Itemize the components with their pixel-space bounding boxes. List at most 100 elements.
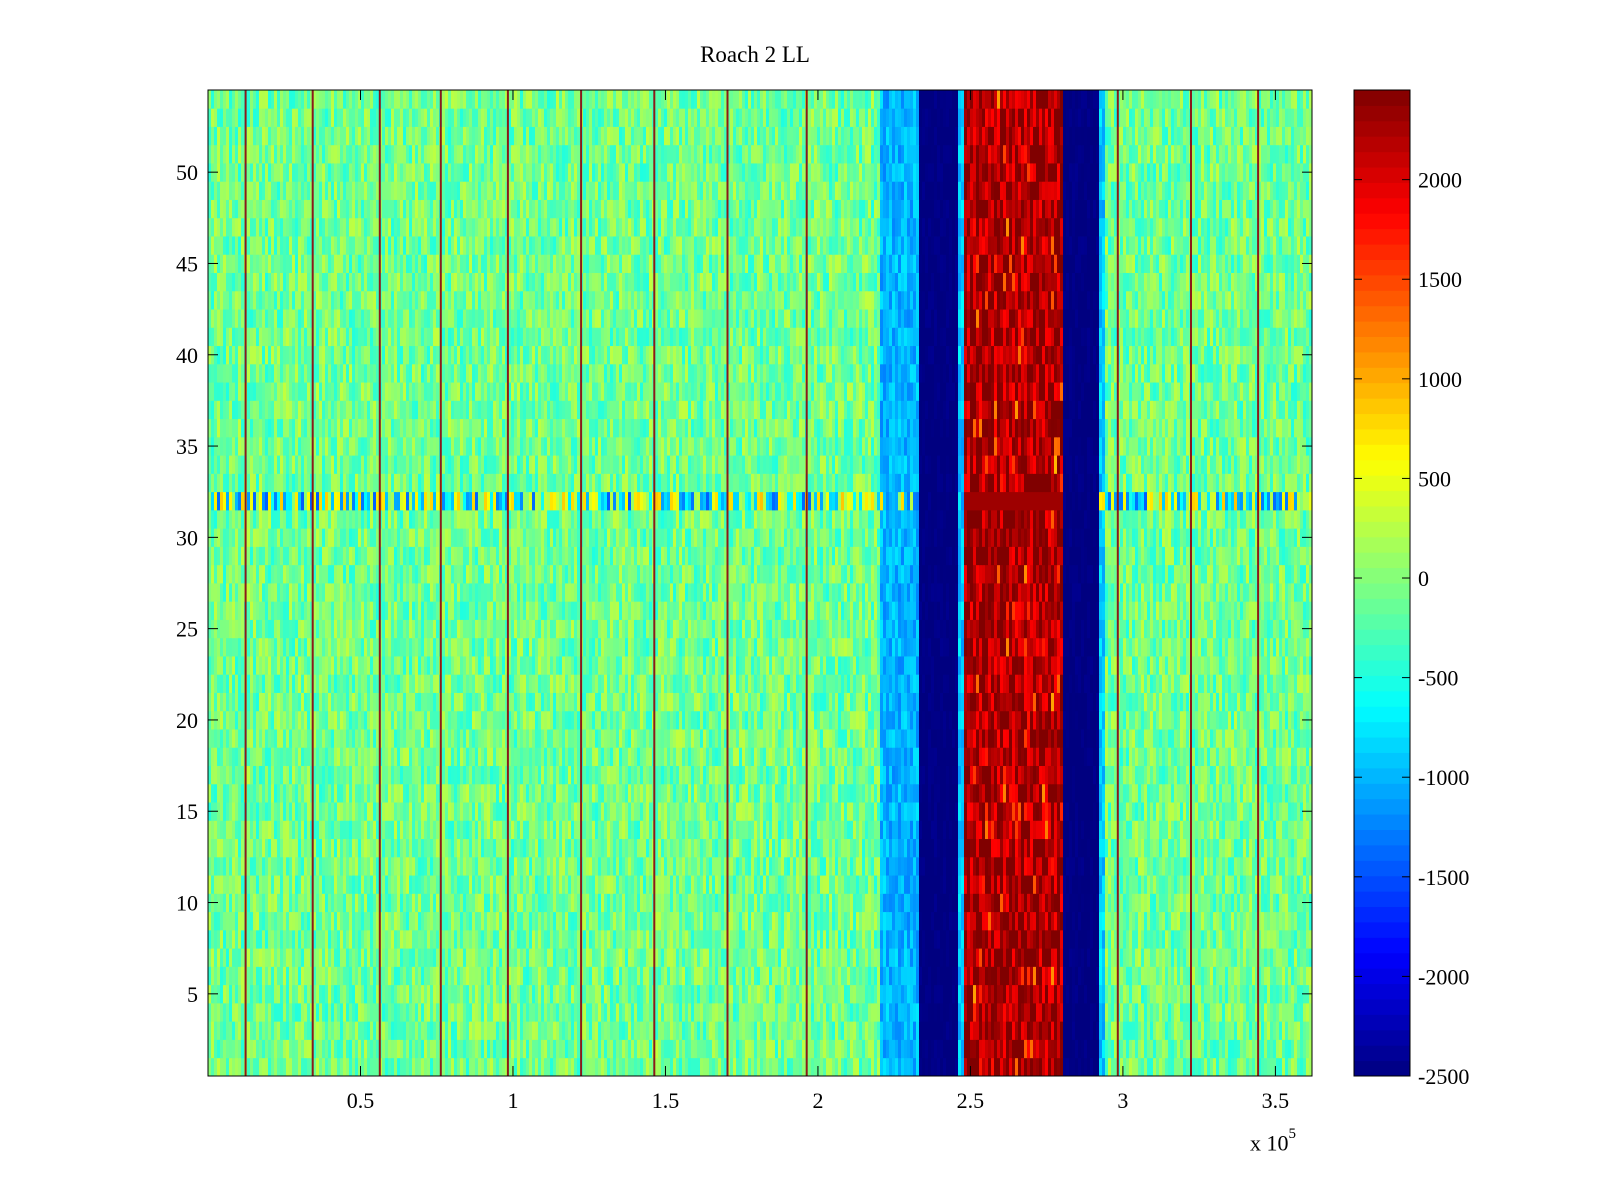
heatmap-cell [1186,930,1189,949]
heatmap-cell [331,1003,334,1022]
heatmap-cell [649,875,652,894]
heatmap-cell [442,820,445,839]
heatmap-cell [595,912,598,931]
heatmap-cell [970,839,973,858]
heatmap-cell [1270,857,1273,876]
heatmap-cell [865,985,868,1004]
heatmap-cell [988,1021,991,1040]
heatmap-cell [790,875,793,894]
heatmap-cell [1132,912,1135,931]
heatmap-cell [571,1058,574,1077]
heatmap-cell [679,1058,682,1077]
heatmap-cell [400,820,403,839]
heatmap-cell [1147,912,1150,931]
heatmap-cell [1243,966,1246,985]
heatmap-cell [1213,1021,1216,1040]
heatmap-cell [247,875,250,894]
heatmap-cell [1030,966,1033,985]
heatmap-cell [1135,912,1138,931]
heatmap-cell [289,1021,292,1040]
heatmap-cell [835,985,838,1004]
heatmap-cell [742,839,745,858]
heatmap-cell [1204,1058,1207,1077]
heatmap-cell [1087,1021,1090,1040]
heatmap-cell [346,839,349,858]
heatmap-cell [922,948,925,967]
heatmap-cell [418,966,421,985]
heatmap-cell [601,948,604,967]
heatmap-cell [1054,875,1057,894]
heatmap-cell [1282,985,1285,1004]
heatmap-cell [682,1058,685,1077]
heatmap-cell [619,930,622,949]
heatmap-cell [1153,930,1156,949]
heatmap-cell [919,875,922,894]
heatmap-cell [1267,857,1270,876]
heatmap-cell [322,930,325,949]
heatmap-cell [1270,839,1273,858]
heatmap-cell [256,857,259,876]
heatmap-cell [1234,948,1237,967]
heatmap-cell [880,1003,883,1022]
heatmap-cell [919,893,922,912]
heatmap-cell [400,857,403,876]
heatmap-cell [823,912,826,931]
heatmap-cell [946,912,949,931]
heatmap-cell [406,930,409,949]
heatmap-cell [1060,875,1063,894]
heatmap-cell [412,966,415,985]
heatmap-cell [1162,1003,1165,1022]
heatmap-cell [1291,948,1294,967]
heatmap-cell [925,875,928,894]
heatmap-cell [988,1003,991,1022]
heatmap-cell [472,1039,475,1058]
heatmap-cell [634,985,637,1004]
heatmap-cell [625,820,628,839]
heatmap-cell [778,985,781,1004]
heatmap-cell [1147,985,1150,1004]
heatmap-cell [850,948,853,967]
heatmap-cell [772,1058,775,1077]
heatmap-cell [676,948,679,967]
heatmap-cell [862,985,865,1004]
heatmap-cell [1138,875,1141,894]
heatmap-cell [463,1021,466,1040]
heatmap-cell [1156,1003,1159,1022]
heatmap-cell [337,930,340,949]
heatmap-cell [1162,875,1165,894]
heatmap-cell [1138,966,1141,985]
heatmap-cell [292,820,295,839]
heatmap-cell [1006,1021,1009,1040]
heatmap-cell [583,820,586,839]
heatmap-cell [475,966,478,985]
heatmap-cell [910,875,913,894]
heatmap-cell [1153,839,1156,858]
heatmap-cell [1276,1058,1279,1077]
heatmap-cell [1087,1058,1090,1077]
heatmap-cell [460,948,463,967]
heatmap-cell [1210,1039,1213,1058]
heatmap-cell [694,1003,697,1022]
heatmap-cell [475,912,478,931]
heatmap-cell [235,985,238,1004]
heatmap-cell [271,930,274,949]
heatmap-cell [976,1058,979,1077]
heatmap-cell [1135,966,1138,985]
heatmap-cell [220,839,223,858]
heatmap-cell [1285,930,1288,949]
heatmap-cell [952,1058,955,1077]
heatmap-cell [235,1021,238,1040]
heatmap-cell [925,893,928,912]
heatmap-cell [955,875,958,894]
heatmap-cell [1204,985,1207,1004]
heatmap-cell [919,912,922,931]
heatmap-cell [259,1039,262,1058]
heatmap-cell [955,912,958,931]
heatmap-cell [253,893,256,912]
heatmap-cell [1123,1021,1126,1040]
heatmap-cell [679,1021,682,1040]
heatmap-cell [1078,930,1081,949]
heatmap-cell [1027,966,1030,985]
heatmap-cell [1090,930,1093,949]
heatmap-cell [1027,893,1030,912]
